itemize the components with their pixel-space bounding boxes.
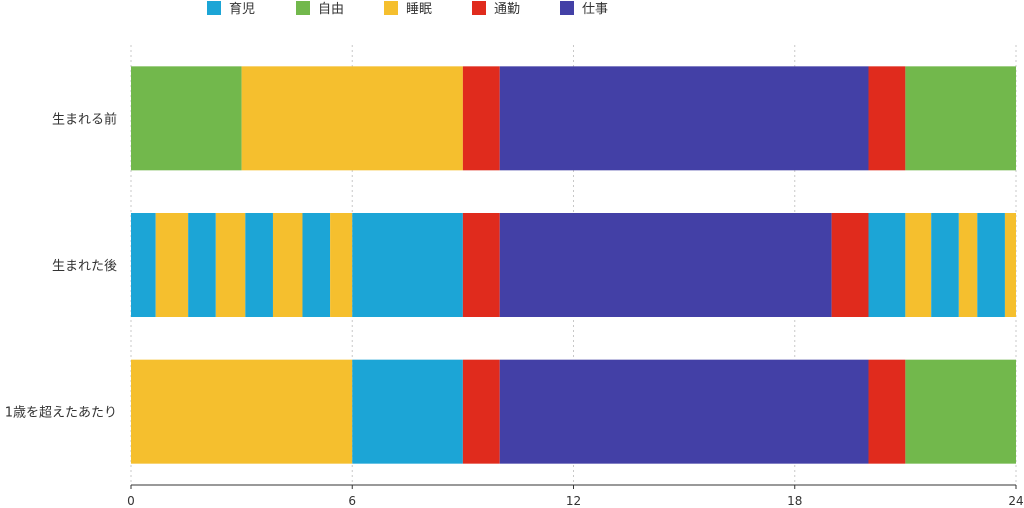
- x-tick-label-24: 24: [1008, 494, 1023, 508]
- legend-label-2: 睡眠: [406, 2, 432, 17]
- bar-segment-row1-16: [977, 213, 1005, 317]
- bar-segment-row1-2: [188, 213, 216, 317]
- legend-swatch-2: [384, 1, 398, 15]
- x-axis: 0 6 12 18 24: [127, 484, 1024, 508]
- bar-segment-row1-0: [131, 213, 156, 317]
- category-label-2: 1歳を超えたあたり: [5, 406, 117, 421]
- bar-segment-row2-4: [868, 359, 906, 464]
- legend-label-1: 自由: [318, 2, 344, 17]
- legend-label-3: 通勤: [494, 2, 520, 17]
- bar-segment-row1-6: [302, 213, 331, 317]
- bar-segment-row1-14: [931, 213, 959, 317]
- legend-label-0: 育児: [229, 1, 255, 17]
- x-tick-label-0: 0: [127, 494, 135, 508]
- bar-segment-row1-1: [155, 213, 189, 317]
- bar-segment-row2-3: [499, 359, 869, 464]
- bar-segment-row1-8: [352, 213, 463, 317]
- bar-segment-row1-9: [462, 213, 500, 317]
- bar-segment-row1-7: [330, 213, 353, 317]
- bar-segment-row1-13: [905, 213, 932, 317]
- bar-segment-row0-5: [905, 66, 1016, 171]
- bar-segment-row1-10: [499, 213, 832, 317]
- bar-segment-row1-11: [831, 213, 869, 317]
- bar-segment-row0-3: [499, 66, 869, 171]
- x-tick-label-12: 12: [566, 494, 581, 508]
- bars: [131, 66, 1016, 464]
- bar-segment-row0-1: [241, 66, 463, 171]
- bar-segment-row2-1: [352, 359, 463, 464]
- bar-segment-row0-2: [462, 66, 500, 171]
- legend-label-4: 仕事: [582, 2, 608, 17]
- bar-segment-row1-17: [1004, 213, 1016, 317]
- category-label-1: 生まれた後: [52, 259, 117, 274]
- legend-swatch-3: [472, 1, 486, 15]
- legend-swatch-1: [296, 1, 310, 15]
- x-tick-label-18: 18: [787, 494, 802, 508]
- legend-swatch-0: [207, 1, 221, 15]
- bar-segment-row1-3: [215, 213, 246, 317]
- bar-segment-row1-12: [868, 213, 906, 317]
- bar-segment-row2-0: [131, 359, 353, 464]
- category-label-0: 生まれる前: [52, 111, 117, 127]
- x-tick-label-6: 6: [348, 494, 356, 508]
- bar-segment-row1-4: [245, 213, 273, 317]
- bar-segment-row0-0: [131, 66, 242, 171]
- bar-segment-row2-2: [462, 359, 500, 464]
- bar-segment-row2-5: [905, 359, 1016, 464]
- legend: 育児 自由 睡眠 通勤 仕事: [207, 1, 608, 17]
- bar-segment-row1-5: [272, 213, 303, 317]
- bar-segment-row1-15: [958, 213, 978, 317]
- legend-swatch-4: [560, 1, 574, 15]
- bar-segment-row0-4: [868, 66, 906, 171]
